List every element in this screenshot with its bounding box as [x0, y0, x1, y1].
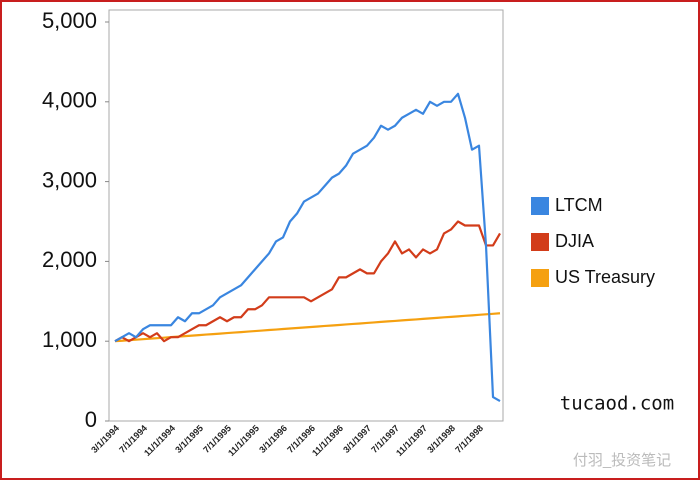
legend-swatch — [531, 269, 549, 287]
watermark: tucaod.com — [560, 393, 674, 415]
y-tick-label: 5,000 — [42, 8, 97, 33]
legend-swatch — [531, 233, 549, 251]
legend-swatch — [531, 197, 549, 215]
watermark: 付羽_投资笔记 — [573, 452, 671, 469]
series-line — [114, 92, 501, 403]
plot-area — [108, 9, 504, 422]
y-tick-label: 2,000 — [42, 247, 97, 272]
y-tick-label: 1,000 — [42, 327, 97, 352]
legend-label: US Treasury — [555, 267, 655, 287]
series-line — [114, 220, 501, 343]
y-tick-label: 4,000 — [42, 88, 97, 113]
legend-label: LTCM — [555, 195, 603, 215]
y-tick-label: 3,000 — [42, 167, 97, 192]
y-tick-label: 0 — [85, 407, 97, 432]
legend-label: DJIA — [555, 231, 594, 251]
